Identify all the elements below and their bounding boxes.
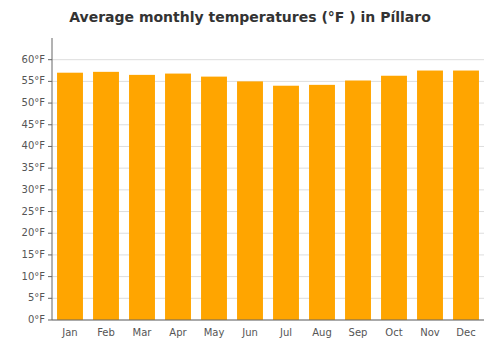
- y-tick: [48, 233, 52, 234]
- y-grid: [52, 60, 484, 320]
- x-tick-label: Sep: [349, 327, 368, 338]
- y-tick: [48, 189, 52, 190]
- y-tick: [48, 124, 52, 125]
- bar: [417, 71, 443, 320]
- y-tick: [48, 146, 52, 147]
- grid-line: [52, 59, 484, 60]
- x-tick-label: Jun: [241, 327, 258, 338]
- y-tick-label: 55°F: [22, 75, 46, 86]
- bar: [129, 75, 155, 320]
- y-tick-label: 50°F: [22, 97, 46, 108]
- x-tick-label: Apr: [169, 327, 187, 338]
- bar: [165, 74, 191, 320]
- bar: [345, 81, 371, 320]
- y-tick: [48, 168, 52, 169]
- y-tick: [48, 320, 52, 321]
- bar: [273, 86, 299, 320]
- y-tick-label: 0°F: [28, 314, 45, 325]
- grid-line: [52, 320, 484, 321]
- x-axis: Jan Feb Mar Apr May Jun Jul Aug Sep Oct Nov Dec: [61, 327, 475, 338]
- x-tick-label: Mar: [133, 327, 153, 338]
- y-tick: [48, 211, 52, 212]
- bar: [309, 85, 335, 320]
- y-axis-line: [52, 38, 53, 320]
- x-tick-label: Jan: [61, 327, 77, 338]
- chart-svg: Average monthly temperatures (°F ) in Pí…: [0, 0, 500, 350]
- y-tick: [48, 103, 52, 104]
- x-axis-line: [52, 320, 484, 321]
- y-tick-label: 45°F: [22, 119, 46, 130]
- y-tick-label: 35°F: [22, 162, 46, 173]
- bar: [237, 81, 263, 320]
- y-tick: [48, 81, 52, 82]
- y-tick-label: 10°F: [22, 271, 46, 282]
- y-tick: [48, 276, 52, 277]
- x-tick-label: May: [204, 327, 225, 338]
- y-tick-label: 20°F: [22, 227, 46, 238]
- y-tick-label: 60°F: [22, 54, 46, 65]
- bar: [381, 76, 407, 320]
- x-tick-label: Nov: [420, 327, 440, 338]
- y-tick-label: 40°F: [22, 140, 46, 151]
- page: {"chart_data": {"type": "bar", "title": …: [0, 0, 500, 350]
- x-tick-label: Jul: [279, 327, 292, 338]
- y-tick: [48, 298, 52, 299]
- bar: [93, 72, 119, 320]
- bars: [57, 71, 479, 320]
- y-tick-label: 15°F: [22, 249, 46, 260]
- x-tick-label: Aug: [312, 327, 332, 338]
- y-tick-label: 5°F: [28, 292, 45, 303]
- bar: [201, 77, 227, 320]
- x-tick-label: Feb: [97, 327, 115, 338]
- bar: [57, 73, 83, 320]
- x-tick-label: Oct: [385, 327, 402, 338]
- bar: [453, 71, 479, 320]
- x-tick-label: Dec: [456, 327, 475, 338]
- y-tick: [48, 59, 52, 60]
- y-axis: 0°F 5°F 10°F 15°F 20°F 25°F 30°F 35°F 40°F 45°F 50…: [22, 54, 52, 325]
- y-tick: [48, 254, 52, 255]
- chart-title: Average monthly temperatures (°F ) in Pí…: [69, 9, 431, 25]
- chart-container: Average monthly temperatures (°F ) in Pí…: [0, 0, 500, 350]
- y-tick-label: 25°F: [22, 206, 46, 217]
- y-tick-label: 30°F: [22, 184, 46, 195]
